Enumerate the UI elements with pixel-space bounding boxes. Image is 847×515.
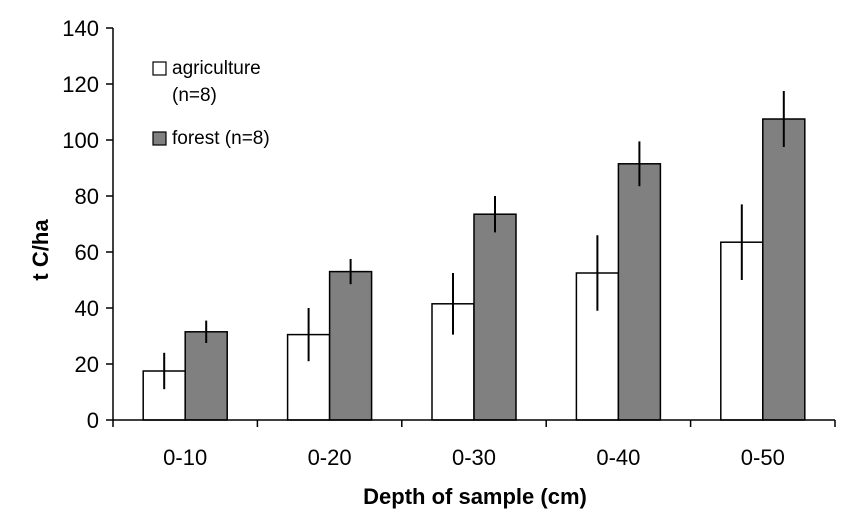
x-tick-label: 0-40 [596, 445, 640, 470]
legend-label-agriculture: agriculture [172, 58, 261, 79]
y-tick-label: 0 [87, 408, 99, 433]
bar-forest-0-40 [618, 164, 660, 420]
legend-swatch-forest [153, 132, 166, 145]
legend-swatch-agriculture [153, 62, 166, 75]
bar-forest-0-20 [330, 272, 372, 420]
y-tick-label: 100 [62, 128, 99, 153]
x-axis-title: Depth of sample (cm) [363, 484, 587, 509]
y-tick-label: 80 [75, 184, 99, 209]
x-tick-label: 0-30 [452, 445, 496, 470]
y-tick-label: 40 [75, 296, 99, 321]
bar-forest-0-10 [185, 332, 227, 420]
x-tick-label: 0-20 [308, 445, 352, 470]
legend-label-agriculture: (n=8) [172, 85, 217, 106]
y-tick-label: 120 [62, 72, 99, 97]
x-tick-label: 0-50 [741, 445, 785, 470]
y-tick-label: 140 [62, 16, 99, 41]
y-tick-label: 20 [75, 352, 99, 377]
legend: agriculture (n=8) forest (n=8) [153, 58, 270, 149]
x-tick-label: 0-10 [163, 445, 207, 470]
y-axis-title: t C/ha [28, 219, 53, 281]
bar-forest-0-30 [474, 214, 516, 420]
legend-label-forest: forest (n=8) [172, 128, 270, 149]
bar-forest-0-50 [763, 119, 805, 420]
y-tick-label: 60 [75, 240, 99, 265]
